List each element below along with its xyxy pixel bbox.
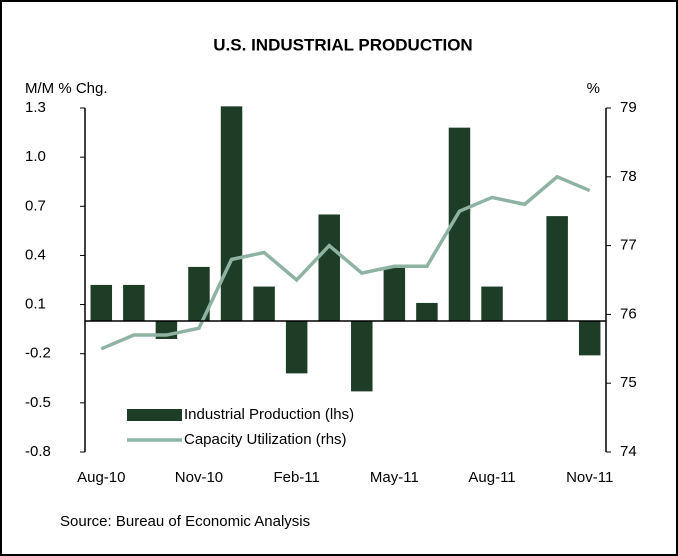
line [100, 174, 591, 351]
bar [123, 284, 145, 321]
y-tick-label: 1.3 [25, 99, 46, 116]
y-tick-label: 1.0 [25, 148, 46, 165]
bar [253, 286, 275, 321]
bar [383, 266, 406, 321]
bar [546, 216, 568, 321]
y-tick-label: -0.5 [25, 394, 51, 411]
x-tick-label: May-11 [370, 469, 419, 486]
bar [448, 127, 471, 321]
y2-tick-label: 76 [620, 305, 637, 322]
bar [318, 214, 340, 321]
legend-label: Industrial Production (lhs) [184, 406, 354, 423]
y-tick-label: 0.4 [25, 246, 46, 263]
bar [481, 286, 503, 321]
source: Source: Bureau of Economic Analysis [60, 513, 310, 530]
chart-title: U.S. INDUSTRIAL PRODUCTION [213, 35, 472, 54]
x-tick-label: Nov-11 [566, 469, 613, 486]
y-tick-label: -0.8 [25, 443, 51, 460]
y-tick-label: 0.7 [25, 197, 46, 214]
y2-tick-label: 75 [620, 374, 637, 391]
x-tick-label: Nov-10 [175, 469, 223, 486]
y2-tick-label: 79 [620, 99, 637, 116]
legend-swatch [127, 409, 182, 421]
bar [285, 320, 308, 374]
y-tick-label: 0.1 [25, 296, 46, 313]
y2-axis-label: % [587, 80, 600, 97]
bar [578, 320, 601, 356]
y-tick-label: -0.2 [25, 345, 51, 362]
y-axis-label: M/M % Chg. [25, 80, 108, 97]
y2-tick-label: 77 [620, 237, 637, 254]
legend-label: Capacity Utilization (rhs) [184, 431, 347, 448]
y2-tick-label: 74 [620, 443, 637, 460]
bar [351, 320, 373, 392]
bar [220, 106, 243, 321]
x-tick-label: Aug-10 [77, 469, 125, 486]
x-tick-label: Aug-11 [468, 469, 515, 486]
bar [416, 302, 438, 321]
y2-tick-label: 78 [620, 168, 637, 185]
bar [90, 284, 113, 321]
bar [188, 266, 210, 321]
x-tick-label: Feb-11 [273, 469, 319, 486]
